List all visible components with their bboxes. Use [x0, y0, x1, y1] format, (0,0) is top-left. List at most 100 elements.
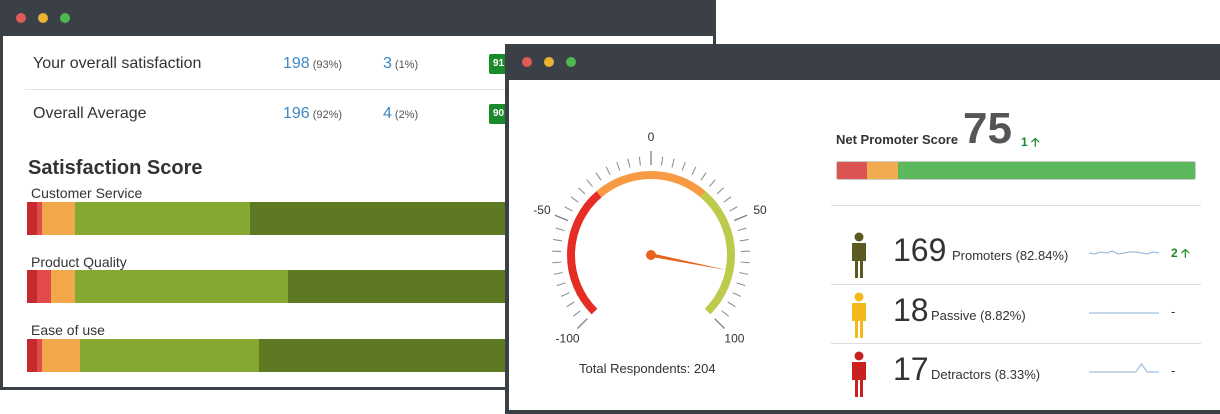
promoters-segment: [898, 162, 1195, 179]
gauge-tick: [724, 197, 731, 202]
promoters-sparkline: [1089, 240, 1159, 266]
window-titlebar: [509, 44, 1220, 80]
bar-segment: [51, 270, 75, 303]
gauge-tick: [573, 311, 580, 317]
minimize-dot[interactable]: [544, 57, 554, 67]
divider: [831, 343, 1201, 344]
sparkline-path: [1089, 364, 1159, 372]
gauge-tick: [734, 215, 747, 220]
person-icon: [849, 232, 869, 278]
gauge-tick: [740, 240, 749, 241]
gauge-tick: [571, 197, 578, 202]
gauge-tick: [722, 311, 729, 317]
gauge-tick: [728, 302, 736, 307]
detractors-count: 17: [893, 351, 929, 388]
gauge-tick: [715, 319, 725, 329]
bar-segment: [27, 339, 37, 372]
gauge-tick: [606, 167, 610, 175]
gauge-needle: [651, 253, 729, 270]
gauge-tick: [682, 162, 685, 170]
person-icon: [849, 351, 869, 397]
bar-segment: [288, 270, 511, 303]
maximize-dot[interactable]: [566, 57, 576, 67]
bar-segment: [42, 339, 81, 372]
gauge-tick: [709, 180, 715, 187]
product-quality-bar[interactable]: [27, 270, 511, 303]
gauge-tick: [733, 293, 741, 297]
gauge-tick: [554, 273, 563, 275]
gauge-tick: [662, 157, 663, 166]
passive-sparkline: [1089, 300, 1159, 326]
bar-label: Customer Service: [31, 185, 142, 201]
minimize-dot[interactable]: [38, 13, 48, 23]
passive-label: Passive (8.82%): [931, 308, 1026, 323]
gauge-tick: [565, 207, 573, 211]
customer-service-bar[interactable]: [27, 202, 511, 235]
gauge-tick: [567, 302, 575, 307]
gauge-tick: [639, 157, 640, 166]
promoters-trend: 2 🡡: [1171, 244, 1190, 265]
gauge-tick: [737, 283, 746, 286]
close-dot[interactable]: [522, 57, 532, 67]
window-titlebar: [3, 0, 713, 36]
nps-score: 75: [963, 104, 1012, 154]
total-respondents: Total Respondents: 204: [579, 361, 716, 376]
close-dot[interactable]: [16, 13, 26, 23]
bar-segment: [42, 202, 76, 235]
detractors-segment: [837, 162, 867, 179]
bar-segment: [75, 202, 249, 235]
gauge-tick: [587, 180, 593, 187]
bar-segment: [27, 270, 37, 303]
row-label: Your overall satisfaction: [33, 39, 201, 89]
detractors-row[interactable]: 17 Detractors (8.33%) -: [831, 345, 1201, 401]
bar-segment: [80, 339, 259, 372]
gauge-tick: [596, 173, 601, 180]
gauge-tick: [701, 173, 706, 180]
row-count-1[interactable]: 196(92%): [283, 89, 342, 140]
gauge-tick-label: -50: [533, 203, 551, 217]
passive-trend: -: [1171, 304, 1175, 319]
gauge-tick: [555, 215, 568, 220]
gauge-tick: [617, 162, 620, 170]
row-count-1[interactable]: 198(93%): [283, 39, 342, 90]
gauge-tick: [557, 283, 566, 286]
row-label: Overall Average: [33, 89, 147, 139]
row-count-2[interactable]: 4(2%): [383, 89, 418, 140]
row-count-2[interactable]: 3(1%): [383, 39, 418, 90]
gauge-tick-label: 50: [753, 203, 767, 217]
detractors-label: Detractors (8.33%): [931, 367, 1040, 382]
ease-of-use-bar[interactable]: [27, 339, 511, 372]
promoters-row[interactable]: 169 Promoters (82.84%) 2 🡡: [831, 226, 1201, 282]
passive-row[interactable]: 18 Passive (8.82%) -: [831, 286, 1201, 342]
divider: [831, 284, 1201, 285]
promoters-count: 169: [893, 232, 946, 269]
gauge-tick-label: 100: [724, 331, 744, 345]
bar-label: Product Quality: [31, 254, 127, 270]
detractors-trend: -: [1171, 363, 1175, 378]
gauge-tick: [730, 207, 738, 211]
gauge-band-passive: [599, 175, 703, 194]
gauge-tick: [556, 228, 565, 230]
gauge-tick: [561, 293, 569, 297]
sparkline-path: [1089, 251, 1159, 254]
gauge-tick: [717, 188, 724, 194]
gauge-tick: [553, 240, 562, 241]
bar-segment: [250, 202, 511, 235]
detractors-sparkline: [1089, 359, 1159, 385]
gauge-tick: [578, 188, 585, 194]
nps-delta: 1 🡡: [1021, 133, 1040, 154]
bar-segment: [27, 202, 37, 235]
gauge-tick: [672, 159, 674, 168]
gauge-tick: [692, 167, 696, 175]
bar-label: Ease of use: [31, 322, 105, 338]
promoters-label: Promoters (82.84%): [952, 248, 1068, 263]
gauge-tick-label: 0: [648, 130, 655, 144]
maximize-dot[interactable]: [60, 13, 70, 23]
divider: [831, 205, 1201, 206]
gauge-band-detractors: [571, 194, 599, 311]
passive-segment: [867, 162, 899, 179]
gauge-tick: [741, 262, 750, 263]
arrow-up-icon: 🡡: [1181, 246, 1190, 260]
